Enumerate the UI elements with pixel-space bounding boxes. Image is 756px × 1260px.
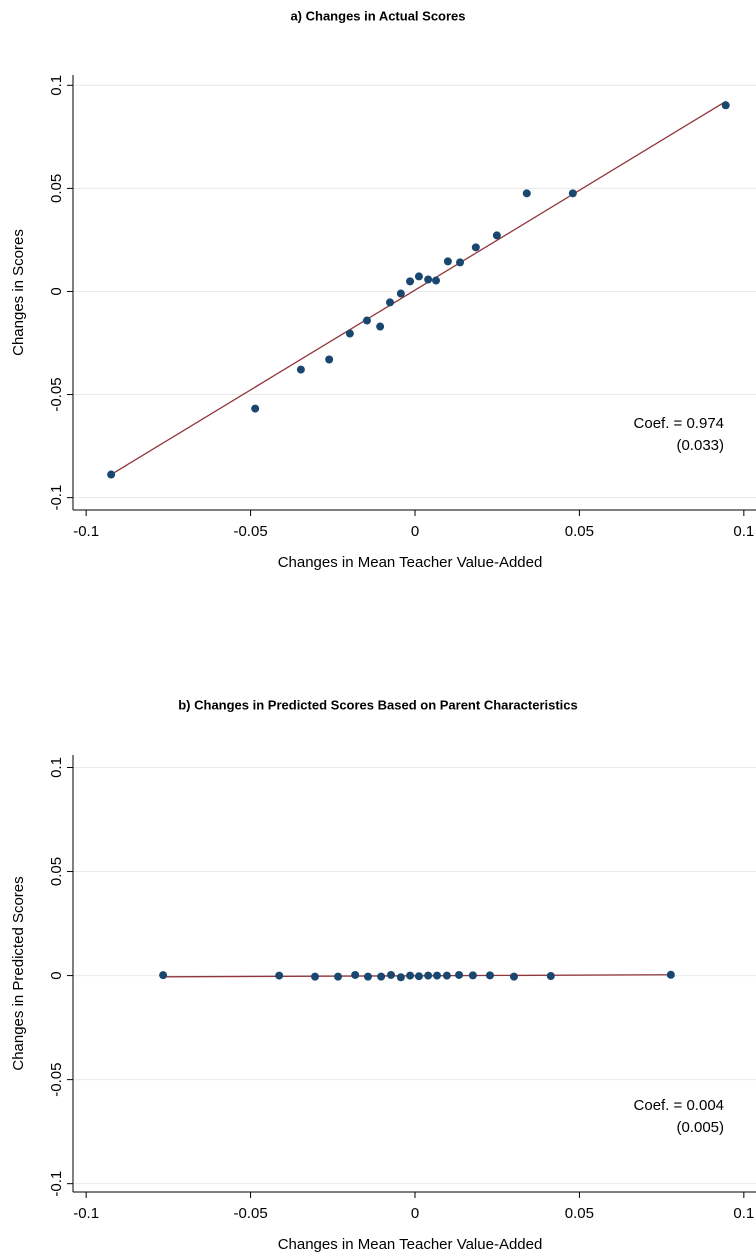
annotation: (0.005) bbox=[676, 1119, 724, 1136]
point bbox=[432, 276, 441, 285]
annotation: Coef. = 0.974 bbox=[634, 415, 724, 432]
point bbox=[424, 971, 433, 980]
point bbox=[443, 257, 452, 266]
y-tick-label: 0.05 bbox=[48, 174, 65, 203]
x-tick-label: 0 bbox=[411, 523, 419, 540]
point bbox=[377, 972, 386, 981]
point bbox=[376, 322, 385, 331]
point bbox=[362, 316, 371, 325]
point bbox=[363, 972, 372, 981]
x-tick-label: -0.05 bbox=[233, 1205, 267, 1222]
point bbox=[414, 272, 423, 281]
y-tick-label: 0.1 bbox=[48, 75, 65, 96]
point bbox=[334, 972, 343, 981]
point bbox=[666, 970, 675, 979]
y-tick-label: -0.05 bbox=[48, 1063, 65, 1097]
point bbox=[456, 258, 465, 267]
point bbox=[471, 243, 480, 252]
point bbox=[386, 970, 395, 979]
x-tick-label: 0.05 bbox=[565, 1205, 594, 1222]
point bbox=[433, 971, 442, 980]
point bbox=[468, 971, 477, 980]
point bbox=[386, 298, 395, 307]
y-tick-label: 0.05 bbox=[48, 857, 65, 886]
point bbox=[414, 972, 423, 981]
y-axis-title: Changes in Scores bbox=[10, 229, 27, 356]
point bbox=[424, 275, 433, 284]
x-tick-label: -0.05 bbox=[233, 523, 267, 540]
point bbox=[568, 189, 577, 198]
point bbox=[325, 355, 334, 364]
y-axis-title: Changes in Predicted Scores bbox=[10, 876, 27, 1070]
x-axis-title: Changes in Mean Teacher Value-Added bbox=[278, 1236, 543, 1253]
y-tick-label: -0.1 bbox=[48, 1171, 65, 1197]
point bbox=[455, 970, 464, 979]
point bbox=[311, 972, 320, 981]
y-tick-label: 0 bbox=[48, 971, 65, 979]
point bbox=[275, 971, 284, 980]
point bbox=[492, 231, 501, 240]
point bbox=[396, 289, 405, 298]
y-tick-label: -0.05 bbox=[48, 377, 65, 411]
point bbox=[406, 971, 415, 980]
chart-title: b) Changes in Predicted Scores Based on … bbox=[178, 697, 578, 712]
x-tick-label: -0.1 bbox=[73, 1205, 99, 1222]
point bbox=[485, 971, 494, 980]
annotation: (0.033) bbox=[676, 437, 724, 454]
point bbox=[546, 971, 555, 980]
point bbox=[159, 971, 168, 980]
x-tick-label: -0.1 bbox=[73, 523, 99, 540]
point bbox=[721, 101, 730, 110]
x-tick-label: 0.1 bbox=[733, 1205, 754, 1222]
point bbox=[406, 277, 415, 286]
annotation: Coef. = 0.004 bbox=[634, 1097, 724, 1114]
point bbox=[107, 470, 116, 479]
point bbox=[442, 971, 451, 980]
y-tick-label: -0.1 bbox=[48, 485, 65, 511]
x-tick-label: 0.1 bbox=[733, 523, 754, 540]
point bbox=[296, 365, 305, 374]
point bbox=[522, 189, 531, 198]
point bbox=[251, 404, 260, 413]
fit-line bbox=[110, 100, 727, 476]
chart-title: a) Changes in Actual Scores bbox=[290, 8, 465, 23]
point bbox=[351, 970, 360, 979]
point bbox=[345, 329, 354, 338]
point bbox=[509, 972, 518, 981]
x-tick-label: 0.05 bbox=[565, 523, 594, 540]
x-axis-title: Changes in Mean Teacher Value-Added bbox=[278, 554, 543, 571]
y-tick-label: 0.1 bbox=[48, 757, 65, 778]
y-tick-label: 0 bbox=[48, 287, 65, 295]
point bbox=[396, 973, 405, 982]
x-tick-label: 0 bbox=[411, 1205, 419, 1222]
